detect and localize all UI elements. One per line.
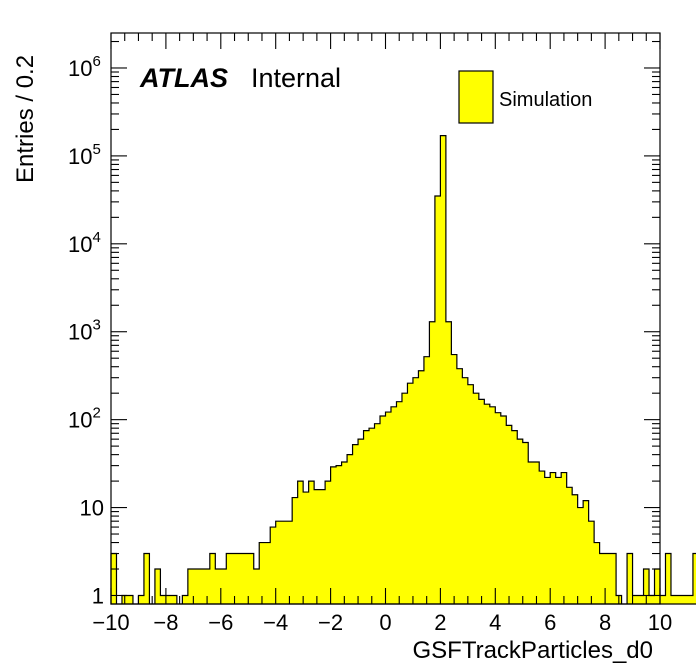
y-tick-label: 10 — [80, 496, 104, 521]
y-tick-exponent: 6 — [92, 53, 100, 70]
x-axis-ticks — [110, 33, 661, 604]
x-tick-label: −8 — [153, 610, 178, 635]
x-tick-label: 10 — [648, 610, 672, 635]
y-tick-label: 1 — [92, 583, 104, 608]
legend: Simulation — [458, 70, 592, 124]
x-tick-label: −4 — [263, 610, 288, 635]
x-tick-label: 8 — [599, 610, 611, 635]
legend-entry-simulation: Simulation — [499, 89, 592, 111]
x-tick-label: 2 — [434, 610, 446, 635]
y-tick-exponent: 5 — [92, 141, 100, 158]
x-axis-title: GSFTrackParticles_d0 — [412, 637, 653, 664]
atlas-sublabel: Internal — [251, 63, 341, 93]
y-tick-exponent: 3 — [92, 317, 100, 334]
x-axis-tick-labels: −10 −8 −6 −4 −2 0 2 4 6 8 10 — [92, 610, 672, 635]
x-tick-label: −6 — [208, 610, 233, 635]
x-tick-label: 4 — [489, 610, 501, 635]
x-tick-label: 6 — [544, 610, 556, 635]
x-tick-label: −10 — [92, 610, 129, 635]
y-tick-exponent: 4 — [92, 229, 100, 246]
atlas-label: ATLAS — [139, 63, 228, 93]
x-tick-label: −2 — [318, 610, 343, 635]
y-axis-ticks — [111, 40, 660, 597]
histogram-outline — [110, 135, 696, 605]
x-tick-label: 0 — [379, 610, 391, 635]
legend-swatch — [458, 70, 494, 124]
y-tick-exponent: 2 — [92, 405, 100, 422]
histogram-fill — [111, 135, 696, 604]
y-axis-title: Entries / 0.2 — [12, 55, 39, 183]
